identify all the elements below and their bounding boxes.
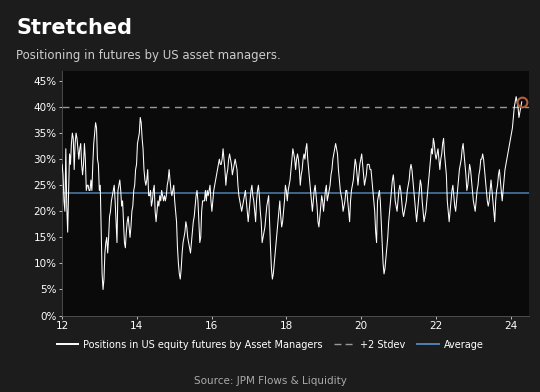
Legend: Positions in US equity futures by Asset Managers, +2 Stdev, Average: Positions in US equity futures by Asset …	[53, 336, 487, 354]
Text: Stretched: Stretched	[16, 18, 132, 38]
Text: Positioning in futures by US asset managers.: Positioning in futures by US asset manag…	[16, 49, 281, 62]
Text: Source: JPM Flows & Liquidity: Source: JPM Flows & Liquidity	[193, 376, 347, 386]
